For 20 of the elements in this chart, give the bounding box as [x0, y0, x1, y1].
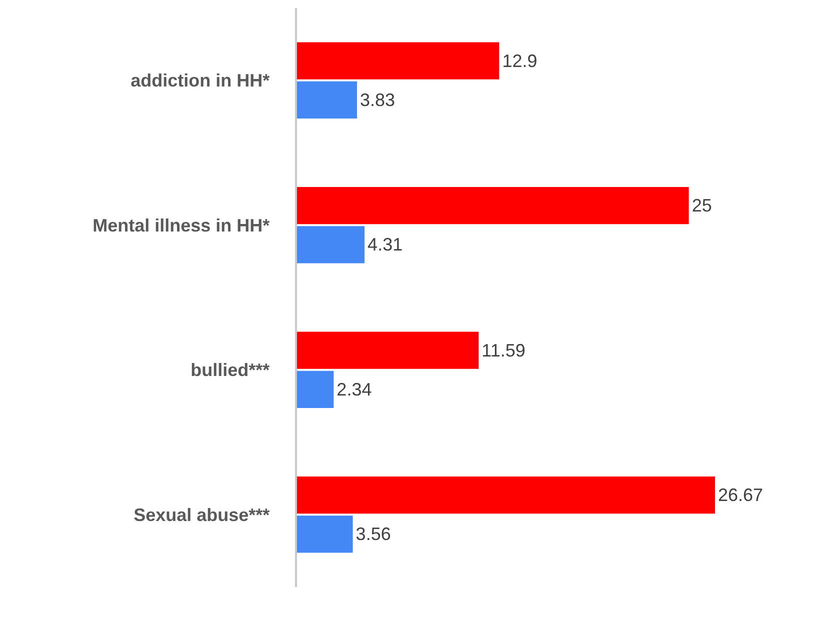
bar — [297, 332, 479, 369]
bar — [297, 42, 500, 80]
bar — [297, 226, 365, 264]
bar — [297, 516, 353, 553]
bar — [297, 81, 358, 118]
data-label: 25 — [692, 196, 712, 216]
y-tick-label: Sexual abuse*** — [134, 504, 270, 525]
data-label: 3.56 — [356, 524, 391, 544]
data-label: 4.31 — [368, 234, 403, 255]
data-label: 3.83 — [360, 90, 396, 110]
data-label: 26.67 — [718, 485, 764, 506]
y-tick-label: bullied*** — [190, 360, 270, 380]
bar — [297, 370, 334, 408]
y-tick-label: Mental illness in HH* — [92, 215, 270, 236]
bar — [297, 476, 715, 514]
data-label: 11.59 — [482, 340, 526, 360]
data-label: 2.34 — [336, 379, 372, 400]
data-label: 12.9 — [502, 50, 538, 71]
y-tick-label: addiction in HH* — [130, 70, 270, 91]
bar — [297, 187, 689, 224]
